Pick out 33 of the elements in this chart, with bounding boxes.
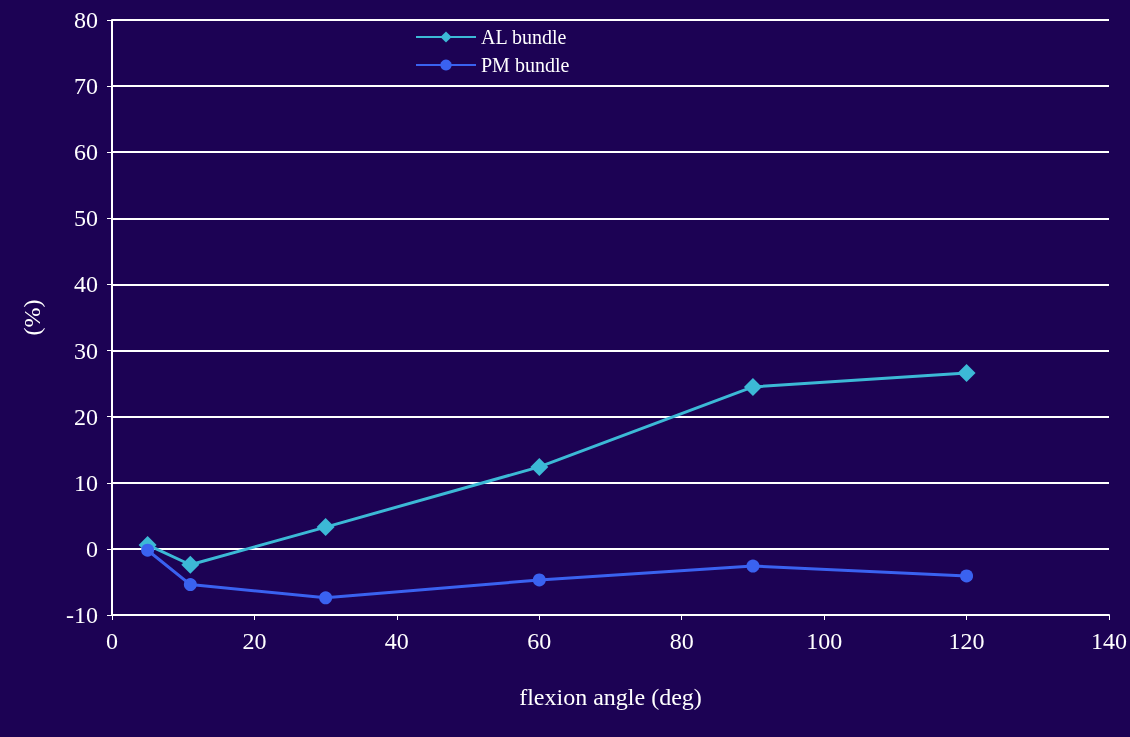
x-tick-label: 40: [384, 628, 409, 654]
point: [316, 518, 335, 537]
y-tick-label: 20: [74, 403, 98, 430]
point: [957, 364, 976, 383]
point: [530, 457, 549, 476]
point: [960, 569, 974, 583]
y-axis-title: (%): [19, 299, 45, 336]
point: [181, 555, 200, 574]
point: [746, 559, 760, 573]
x-tick-label: 140: [1091, 628, 1127, 654]
y-tick-label: 80: [74, 7, 98, 33]
y-tick-label: 60: [74, 139, 98, 166]
point: [743, 377, 762, 396]
point: [532, 573, 546, 587]
y-tick-label: 50: [74, 205, 98, 232]
legend-label: PM bundle: [481, 54, 570, 76]
x-tick-label: 20: [242, 628, 267, 654]
legend-label: AL bundle: [481, 26, 567, 48]
x-tick-label: 120: [948, 628, 985, 654]
y-tick-label: 0: [86, 535, 98, 562]
x-tick-label: 80: [669, 628, 694, 654]
point: [319, 591, 333, 605]
y-tick-label: -10: [66, 602, 98, 628]
y-tick-label: 30: [74, 337, 98, 364]
y-tick-label: 70: [74, 73, 98, 100]
y-tick-label: 40: [74, 271, 98, 298]
y-tick-label: 10: [74, 469, 98, 496]
x-tick-label: 0: [106, 628, 118, 654]
x-tick-label: 60: [527, 628, 552, 654]
point: [183, 578, 197, 592]
x-axis-title: flexion angle (deg): [519, 684, 702, 710]
x-tick-label: 100: [806, 628, 843, 654]
point: [141, 543, 155, 557]
